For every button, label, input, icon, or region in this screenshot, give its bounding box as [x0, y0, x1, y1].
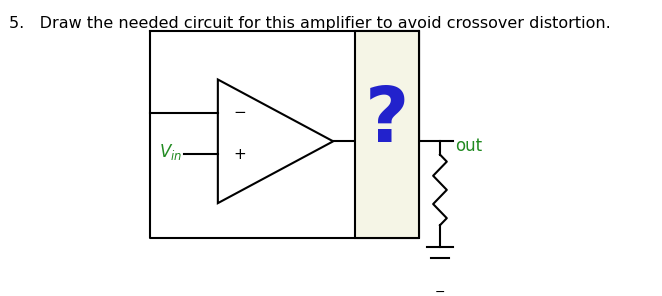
Bar: [355, 31, 418, 239]
Text: $V_{in}$: $V_{in}$: [159, 142, 182, 163]
Text: out: out: [455, 137, 483, 155]
Text: −: −: [233, 105, 246, 120]
Text: +: +: [233, 147, 246, 162]
Text: ?: ?: [364, 84, 408, 158]
Text: 5.   Draw the needed circuit for this amplifier to avoid crossover distortion.: 5. Draw the needed circuit for this ampl…: [9, 16, 610, 31]
Text: −: −: [435, 286, 446, 296]
